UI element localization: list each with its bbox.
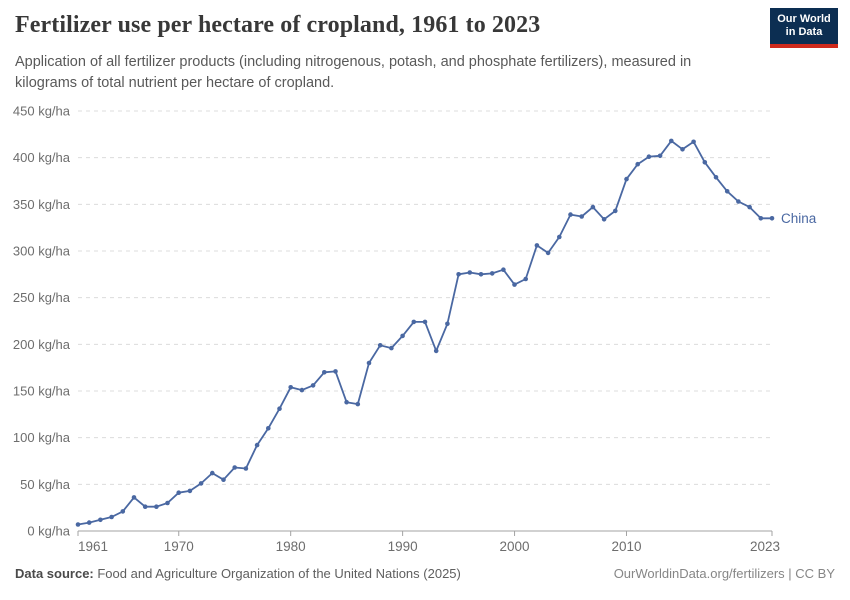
owid-logo-line2: in Data (785, 26, 823, 38)
owid-logo[interactable]: Our World in Data (770, 8, 838, 48)
data-point[interactable] (568, 212, 573, 217)
data-point[interactable] (601, 217, 607, 222)
x-axis-label: 1961 (78, 539, 108, 554)
data-point[interactable] (109, 514, 114, 520)
data-point[interactable] (669, 138, 674, 144)
data-point[interactable] (377, 343, 383, 348)
data-point[interactable] (512, 282, 517, 287)
series-label-china[interactable]: China (781, 211, 817, 226)
data-point[interactable] (131, 495, 137, 500)
data-point[interactable] (98, 517, 103, 523)
china-series-line (77, 140, 772, 526)
data-point[interactable] (534, 243, 540, 248)
data-point[interactable] (557, 234, 562, 240)
data-point[interactable] (702, 160, 708, 165)
y-axis-label: 0 kg/ha (27, 524, 70, 539)
data-point[interactable] (165, 500, 170, 506)
data-point[interactable] (221, 477, 226, 483)
y-axis-label: 450 kg/ha (13, 104, 71, 119)
y-axis-label: 400 kg/ha (13, 150, 71, 165)
data-point[interactable] (680, 147, 685, 152)
x-axis-label: 2000 (500, 539, 530, 554)
y-axis-label: 350 kg/ha (13, 197, 71, 212)
chart-footer: Data source: Food and Agriculture Organi… (15, 566, 835, 581)
data-point[interactable] (277, 406, 282, 412)
data-point[interactable] (322, 370, 327, 375)
data-point[interactable] (590, 204, 596, 210)
data-point[interactable] (198, 481, 204, 486)
data-point[interactable] (501, 267, 506, 273)
data-point[interactable] (187, 488, 193, 494)
data-point[interactable] (545, 250, 551, 256)
data-source-label: Data source: (15, 566, 94, 581)
data-point[interactable] (142, 504, 148, 510)
data-point[interactable] (120, 509, 126, 514)
x-axis-label: 1980 (276, 539, 306, 554)
data-point[interactable] (635, 161, 640, 167)
data-point[interactable] (478, 272, 484, 277)
data-point[interactable] (86, 520, 92, 525)
data-point[interactable] (422, 319, 428, 325)
y-axis-label: 150 kg/ha (13, 384, 71, 399)
x-axis-label: 2023 (750, 539, 780, 554)
data-point[interactable] (724, 189, 730, 194)
data-point[interactable] (232, 465, 237, 470)
data-point[interactable] (154, 504, 159, 510)
data-point[interactable] (769, 216, 775, 221)
data-point[interactable] (646, 154, 652, 159)
data-point[interactable] (657, 153, 663, 159)
data-point[interactable] (176, 490, 181, 496)
data-point[interactable] (355, 401, 361, 407)
owid-logo-line1: Our World (777, 13, 831, 26)
data-point[interactable] (389, 345, 394, 351)
data-point[interactable] (523, 276, 528, 282)
data-point[interactable] (445, 321, 450, 327)
data-point[interactable] (467, 270, 473, 275)
data-point[interactable] (624, 176, 629, 182)
y-axis-label: 100 kg/ha (13, 430, 71, 445)
y-axis-label: 200 kg/ha (13, 337, 71, 352)
data-point[interactable] (713, 175, 719, 180)
data-point[interactable] (210, 470, 215, 476)
data-point[interactable] (366, 360, 372, 366)
y-axis-label: 250 kg/ha (13, 290, 71, 305)
data-point[interactable] (75, 522, 81, 527)
data-point[interactable] (243, 466, 249, 471)
data-point[interactable] (489, 271, 495, 276)
data-point[interactable] (411, 319, 417, 325)
data-point[interactable] (736, 199, 741, 204)
page-title: Fertilizer use per hectare of cropland, … (15, 12, 541, 38)
data-point[interactable] (400, 333, 405, 339)
data-point[interactable] (579, 214, 584, 219)
data-point[interactable] (613, 208, 618, 214)
x-axis-label: 1970 (164, 539, 194, 554)
x-axis-label: 2010 (611, 539, 641, 554)
data-point[interactable] (254, 442, 260, 448)
data-point[interactable] (691, 139, 696, 145)
chart-subtitle: Application of all fertilizer products (… (15, 54, 692, 91)
data-point[interactable] (758, 216, 764, 221)
data-point[interactable] (333, 369, 338, 374)
y-axis-label: 50 kg/ha (20, 477, 71, 492)
license-credit[interactable]: OurWorldinData.org/fertilizers | CC BY (613, 566, 835, 581)
data-source-text: Food and Agriculture Organization of the… (93, 566, 461, 581)
data-point[interactable] (433, 348, 439, 354)
data-point[interactable] (266, 426, 271, 431)
data-point[interactable] (299, 387, 305, 393)
y-axis-label: 300 kg/ha (13, 244, 71, 259)
data-point[interactable] (344, 399, 349, 405)
data-point[interactable] (288, 385, 294, 390)
data-source-note: Data source: Food and Agriculture Organi… (15, 566, 461, 581)
data-point[interactable] (747, 204, 752, 210)
data-point[interactable] (310, 383, 316, 388)
data-point[interactable] (456, 272, 461, 277)
x-axis-label: 1990 (388, 539, 418, 554)
